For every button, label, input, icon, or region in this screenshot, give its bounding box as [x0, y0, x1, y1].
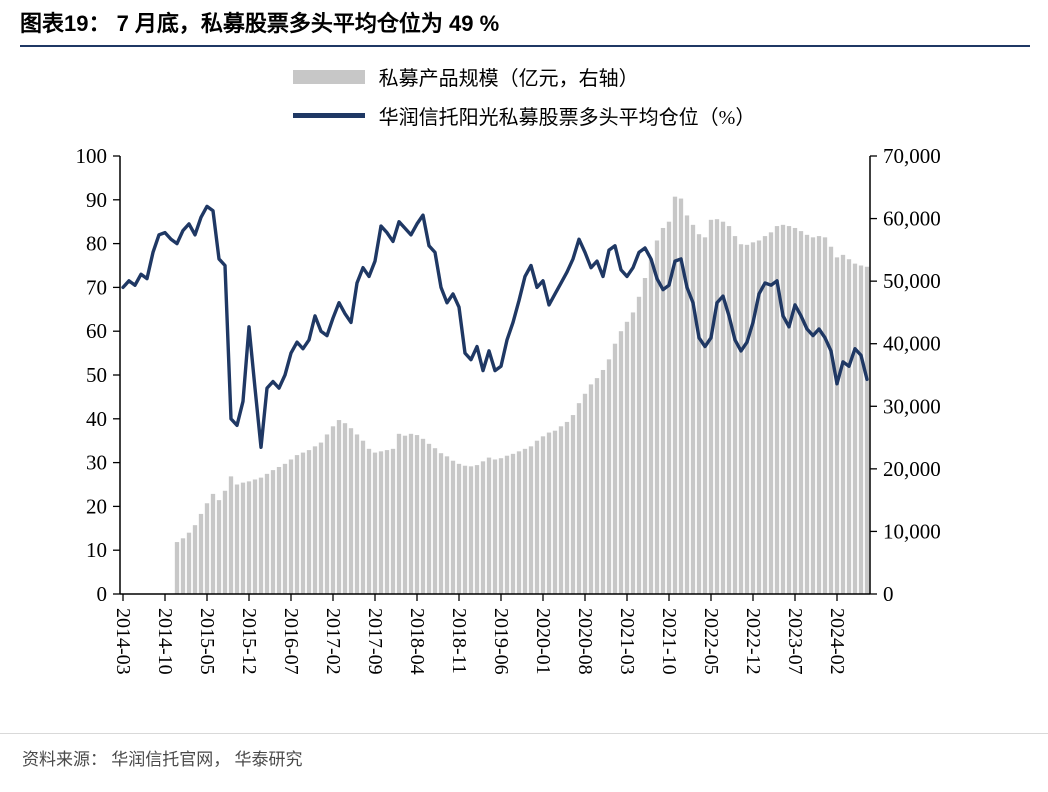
svg-text:2018-11: 2018-11	[448, 608, 470, 674]
svg-text:2014-03: 2014-03	[112, 608, 134, 675]
legend-item-line-series: 华润信托阳光私募股票多头平均仓位（%）	[292, 101, 756, 130]
svg-text:0: 0	[883, 582, 894, 606]
svg-text:60,000: 60,000	[883, 207, 941, 231]
svg-text:30,000: 30,000	[883, 394, 941, 418]
legend: 私募产品规模（亿元，右轴） 华润信托阳光私募股票多头平均仓位（%）	[0, 62, 1048, 130]
chart-area: 0 10 20 30 40 50 60 70 80 90 100 0 10,000 20,000 30,00…	[0, 134, 1048, 709]
svg-text:2019-06: 2019-06	[490, 608, 512, 675]
svg-text:2015-12: 2015-12	[238, 608, 260, 675]
line-series-swatch	[292, 113, 365, 118]
svg-text:30: 30	[86, 451, 107, 475]
page-title: 图表19： 7 月底，私募股票多头平均仓位为 49 %	[20, 10, 1030, 47]
svg-text:2020-08: 2020-08	[574, 608, 596, 675]
svg-text:2014-10: 2014-10	[154, 608, 176, 675]
svg-text:2021-10: 2021-10	[658, 608, 680, 675]
source-note: 资料来源： 华润信托官网， 华泰研究	[0, 733, 1048, 770]
bar-series-label: 私募产品规模（亿元，右轴）	[378, 68, 639, 90]
svg-text:2023-07: 2023-07	[784, 608, 806, 675]
legend-item-bar-series: 私募产品规模（亿元，右轴）	[292, 62, 756, 91]
line-series-label: 华润信托阳光私募股票多头平均仓位（%）	[378, 107, 756, 129]
svg-text:10: 10	[86, 538, 107, 562]
svg-text:2016-07: 2016-07	[280, 608, 302, 675]
svg-text:70,000: 70,000	[883, 144, 941, 168]
svg-text:10,000: 10,000	[883, 519, 941, 543]
svg-text:2021-03: 2021-03	[616, 608, 638, 675]
svg-text:70: 70	[86, 275, 107, 299]
svg-text:60: 60	[86, 319, 107, 343]
svg-text:2022-12: 2022-12	[742, 608, 764, 675]
svg-text:2015-05: 2015-05	[196, 608, 218, 675]
svg-text:2017-02: 2017-02	[322, 608, 344, 675]
svg-text:20: 20	[86, 494, 107, 518]
chart-svg: 0 10 20 30 40 50 60 70 80 90 100 0 10,000 20,000 30,00…	[76, 144, 941, 675]
bar-series-swatch	[292, 69, 365, 84]
svg-text:2017-09: 2017-09	[364, 608, 386, 675]
svg-text:2022-05: 2022-05	[700, 608, 722, 675]
svg-text:100: 100	[76, 144, 108, 168]
svg-text:40,000: 40,000	[883, 332, 941, 356]
svg-text:90: 90	[86, 188, 107, 212]
svg-text:2020-01: 2020-01	[532, 608, 554, 675]
svg-text:0: 0	[97, 582, 108, 606]
svg-text:2024-02: 2024-02	[826, 608, 848, 675]
svg-text:80: 80	[86, 232, 107, 256]
svg-text:50,000: 50,000	[883, 269, 941, 293]
svg-text:20,000: 20,000	[883, 457, 941, 481]
svg-text:40: 40	[86, 407, 107, 431]
svg-text:2018-04: 2018-04	[406, 608, 428, 675]
svg-text:50: 50	[86, 363, 107, 387]
